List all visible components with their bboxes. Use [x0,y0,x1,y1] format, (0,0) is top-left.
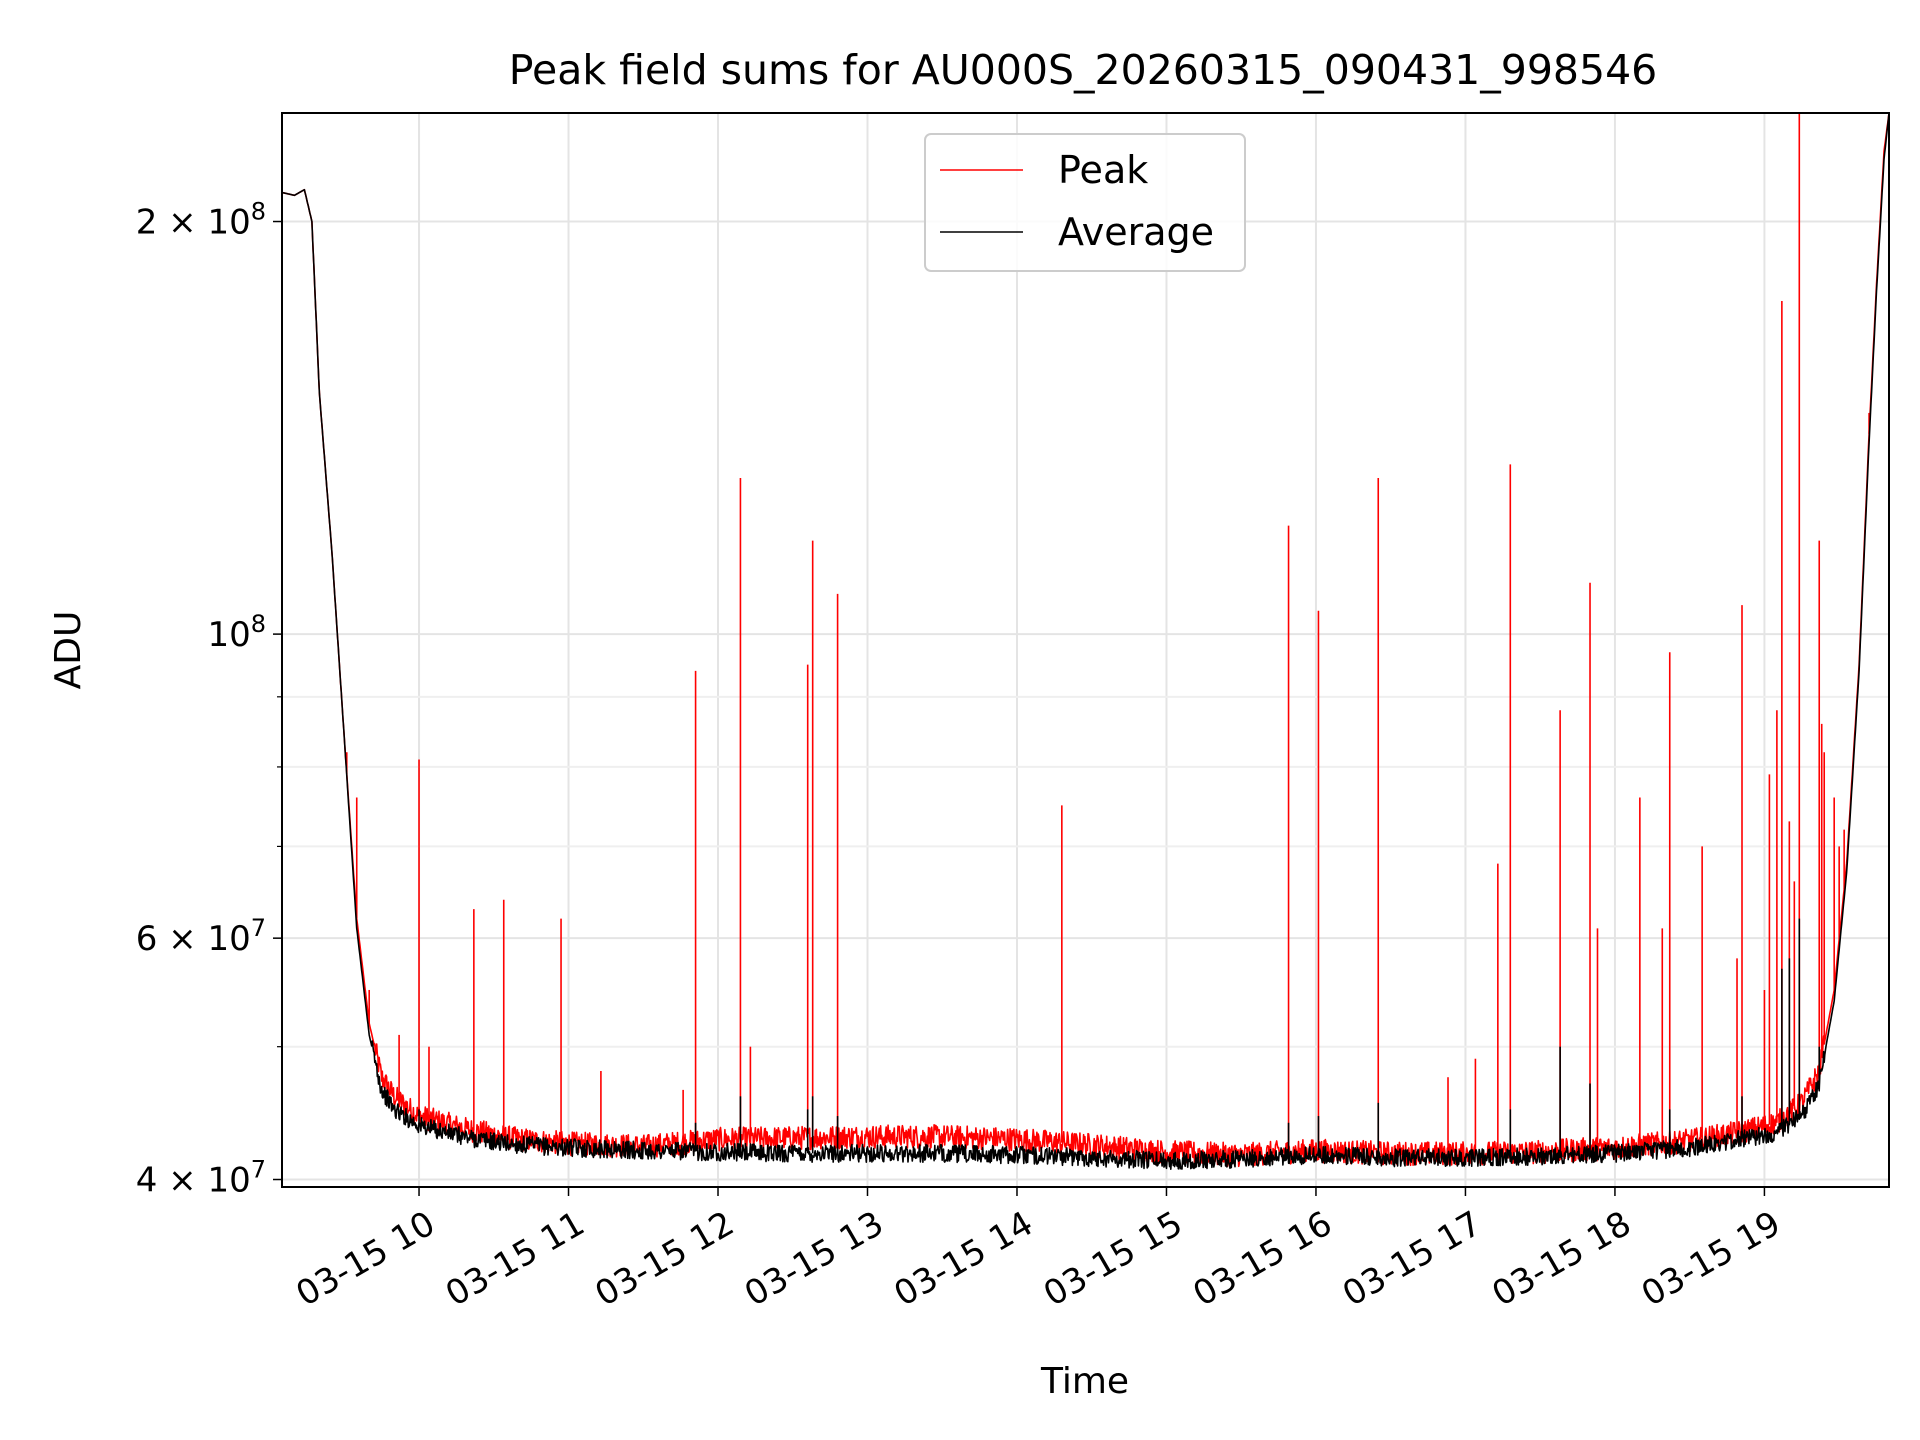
legend-peak-label: Peak [1058,148,1148,192]
x-axis-label: Time [1040,1361,1129,1402]
y-tick-label: 6 × 107 [136,914,266,959]
chart-title: Peak field sums for AU000S_20260315_0904… [509,46,1658,94]
legend-box [924,133,1246,272]
y-tick-label: 2 × 108 [136,198,266,243]
average-series-line [282,113,1889,1170]
axes-frame [281,112,1890,1188]
legend-average-label: Average [1058,210,1214,254]
y-axis-label: ADU [48,611,89,690]
legend: Peak Average [924,133,1246,272]
series-group [282,113,1889,1170]
y-axis-ticks: 4 × 107 6 × 107 108 2 × 108 [136,198,282,1201]
y-tick-label: 4 × 107 [136,1156,266,1201]
y-tick-label: 108 [207,610,266,655]
plot-area [282,113,1889,1170]
